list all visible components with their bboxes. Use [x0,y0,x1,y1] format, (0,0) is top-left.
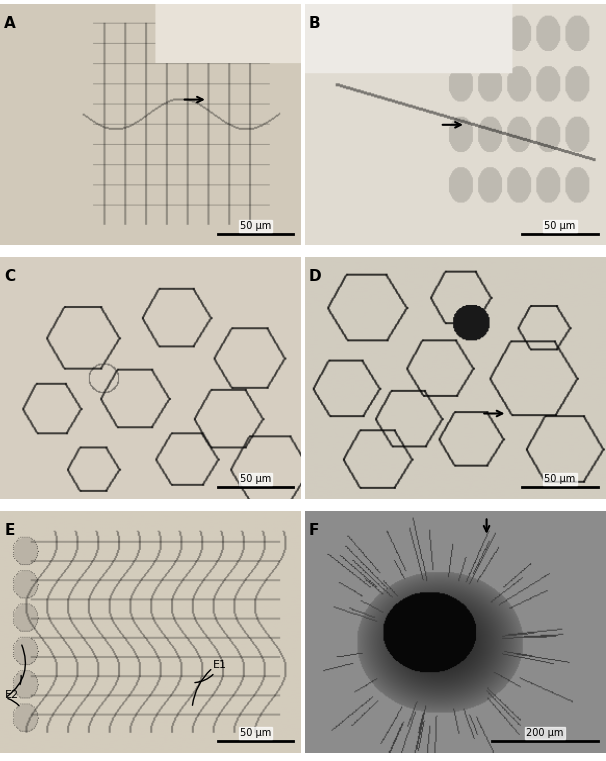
Text: 50 µm: 50 µm [544,221,576,231]
Text: A: A [4,16,16,31]
Text: D: D [309,269,322,285]
Text: 50 µm: 50 µm [544,474,576,484]
Text: C: C [4,269,15,285]
Text: 50 µm: 50 µm [239,728,271,738]
Text: E: E [4,524,15,539]
Text: B: B [309,16,321,31]
Text: E1: E1 [195,660,227,683]
Text: F: F [309,524,319,539]
Text: 50 µm: 50 µm [239,474,271,484]
Text: 50 µm: 50 µm [239,221,271,231]
Text: 200 µm: 200 µm [526,728,564,738]
Text: E2: E2 [5,676,21,700]
